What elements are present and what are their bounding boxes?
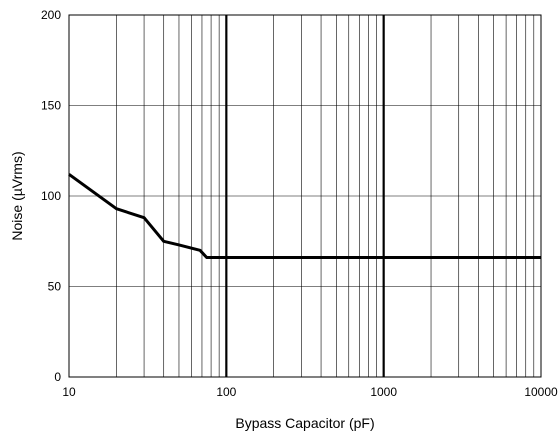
series-line [68, 173, 541, 259]
series-layer [68, 173, 541, 259]
plot-frame [68, 14, 542, 378]
y-tick-label: 100 [41, 189, 61, 203]
y-tick-labels: 0 50 100 150 200 [41, 8, 61, 384]
y-tick-label: 50 [48, 280, 62, 294]
x-tick-label: 100 [216, 385, 236, 399]
x-tick-label: 10000 [524, 385, 558, 399]
x-tick-labels: 10 100 1000 10000 [62, 385, 558, 399]
y-tick-label: 0 [54, 370, 61, 384]
y-axis-title: Noise (µVrms) [9, 151, 25, 240]
x-tick-label: 1000 [370, 385, 397, 399]
x-axis-title: Bypass Capacitor (pF) [235, 415, 374, 431]
y-tick-label: 200 [41, 8, 61, 22]
grid-minor [69, 15, 541, 377]
grid-major [225, 15, 385, 377]
y-tick-label: 150 [41, 99, 61, 113]
x-tick-label: 10 [62, 385, 76, 399]
